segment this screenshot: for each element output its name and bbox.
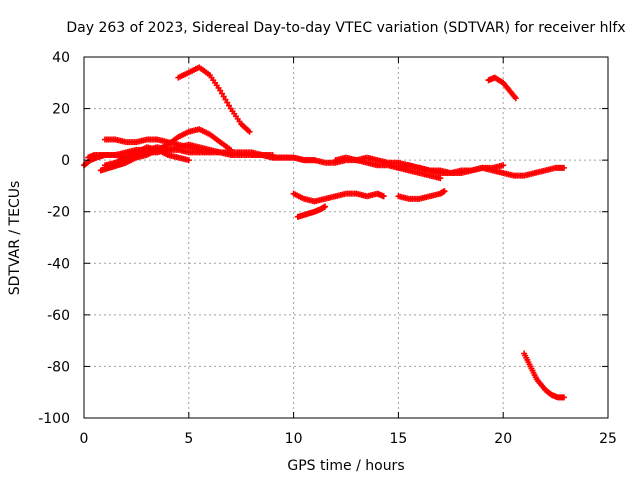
data-point	[225, 102, 232, 109]
series-arc-5	[101, 144, 192, 169]
series-arc-12	[395, 188, 448, 202]
y-tick-label: -60	[47, 308, 70, 324]
x-tick-label: 5	[184, 431, 193, 447]
y-tick-label: -20	[47, 205, 70, 221]
data-point	[322, 203, 329, 210]
data-point	[206, 149, 213, 156]
x-axis-label: GPS time / hours	[287, 458, 404, 474]
data-point	[560, 164, 567, 171]
series-arc-15	[521, 350, 567, 401]
data-point	[441, 188, 448, 195]
data-point	[500, 162, 507, 169]
y-tick-label: 20	[52, 102, 70, 118]
data-point	[218, 90, 225, 97]
data-point	[220, 93, 227, 100]
data-point	[185, 157, 192, 164]
y-tick-label: -100	[38, 411, 70, 427]
data-point	[512, 95, 519, 102]
data-points	[81, 64, 567, 401]
series-arc-4	[101, 136, 213, 156]
data-point	[560, 394, 567, 401]
series-arc-14	[485, 74, 519, 102]
data-point	[222, 96, 229, 103]
data-point	[224, 99, 231, 106]
x-tick-label: 10	[285, 431, 303, 447]
plot-frame	[83, 56, 609, 419]
ticks: 0 5 10 15 20 25 -100 -80 -60 -40 -20 0 20 40	[38, 50, 617, 447]
y-tick-label: 40	[52, 50, 70, 66]
series-arc-10	[294, 203, 329, 220]
series-arc-13	[416, 164, 567, 179]
series-arc-7	[248, 151, 423, 171]
series-arc-9	[290, 190, 387, 205]
data-point	[437, 175, 444, 182]
data-point	[227, 146, 234, 153]
y-tick-label: 0	[61, 153, 70, 169]
y-axis-label: SDTVAR / TECUs	[7, 181, 23, 296]
x-tick-label: 20	[494, 431, 512, 447]
x-tick-label: 15	[389, 431, 407, 447]
series-arc-6	[175, 64, 253, 135]
y-tick-label: -80	[47, 359, 70, 375]
x-tick-label: 0	[80, 431, 89, 447]
grid	[84, 57, 608, 418]
chart-title: Day 263 of 2023, Sidereal Day-to-day VTE…	[66, 20, 625, 36]
data-point	[217, 87, 224, 94]
y-tick-label: -40	[47, 256, 70, 272]
data-point	[380, 193, 387, 200]
data-point	[246, 128, 253, 135]
x-tick-label: 25	[599, 431, 617, 447]
